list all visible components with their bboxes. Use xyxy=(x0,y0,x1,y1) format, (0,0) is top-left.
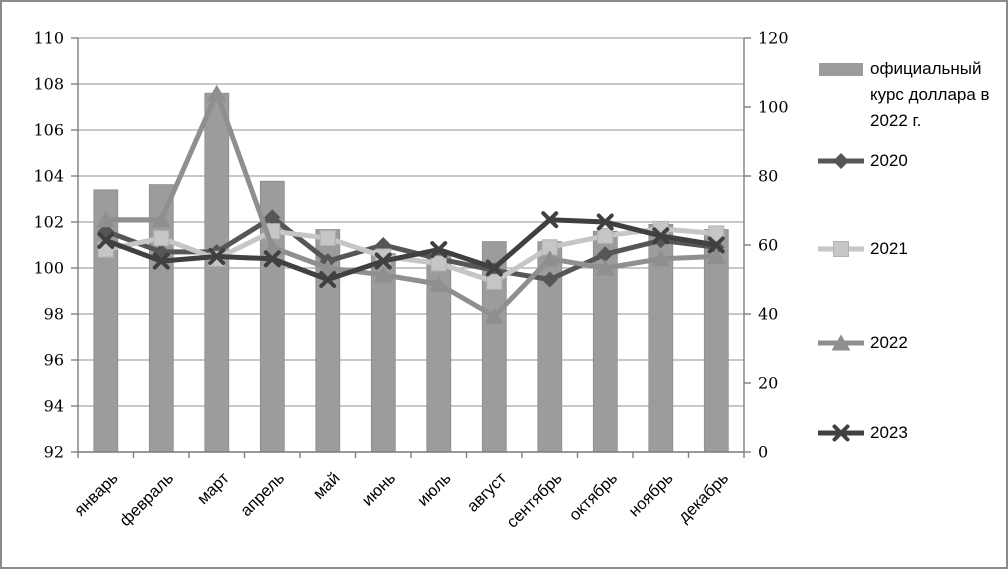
right-axis-tick-label: 60 xyxy=(758,236,778,255)
square-marker xyxy=(153,230,170,247)
right-axis-tick-label: 100 xyxy=(758,98,789,117)
month-label: апрель xyxy=(237,469,288,520)
left-axis-tick-label: 102 xyxy=(33,213,64,232)
x-marker xyxy=(652,227,670,245)
left-axis-ticks: 110 108 106 104 102 100 98 96 94 92 xyxy=(33,29,78,462)
x-marker xyxy=(430,241,448,259)
triangle-marker xyxy=(318,259,338,276)
x-marker xyxy=(374,252,392,270)
square-marker xyxy=(486,273,503,290)
month-label: октябрь xyxy=(566,469,621,524)
left-axis-tick-label: 104 xyxy=(33,167,64,186)
x-marker xyxy=(97,231,115,249)
month-label: ноябрь xyxy=(625,469,676,520)
triangle-marker xyxy=(96,211,116,228)
x-marker xyxy=(541,211,559,229)
x-marker xyxy=(152,252,170,270)
right-axis-tick-label: 80 xyxy=(758,167,778,186)
series-line xyxy=(103,90,719,319)
bar xyxy=(148,184,174,453)
square-marker xyxy=(708,225,725,242)
triangle-marker xyxy=(484,307,504,324)
month-label: январь xyxy=(71,469,122,520)
line-series-2023 xyxy=(97,211,725,288)
month-label: июль xyxy=(414,469,455,510)
triangle-marker xyxy=(540,250,560,267)
diamond-marker xyxy=(264,209,281,226)
month-label: март xyxy=(194,469,233,508)
x-marker xyxy=(707,236,725,254)
x-marker xyxy=(208,248,226,265)
bar-series-official-usd-rate-2022 xyxy=(93,92,729,453)
square-marker xyxy=(597,227,614,244)
month-label: декабрь xyxy=(675,469,732,526)
x-marker xyxy=(263,250,281,268)
left-axis-tick-label: 110 xyxy=(33,29,64,48)
triangle-marker xyxy=(651,250,671,267)
diamond-marker xyxy=(597,246,614,263)
right-axis-ticks: 120 100 80 60 40 20 0 xyxy=(744,29,789,462)
square-marker xyxy=(319,230,336,247)
left-axis-tick-label: 106 xyxy=(33,121,64,140)
triangle-marker xyxy=(207,84,227,101)
bar xyxy=(703,229,729,453)
month-label: сентябрь xyxy=(503,469,565,531)
diamond-marker xyxy=(541,271,558,288)
left-axis-tick-label: 92 xyxy=(44,443,64,462)
right-axis-tick-label: 120 xyxy=(758,29,789,48)
series-line xyxy=(103,217,719,282)
x-marker xyxy=(596,213,614,231)
triangle-marker xyxy=(151,211,171,228)
triangle-marker xyxy=(706,248,726,264)
x-marker xyxy=(319,271,337,288)
right-axis-tick-label: 0 xyxy=(758,443,768,462)
bar xyxy=(370,253,396,453)
line-series-2022 xyxy=(96,84,726,324)
triangle-marker xyxy=(595,259,615,276)
square-marker xyxy=(430,255,447,272)
x-marker xyxy=(485,259,503,277)
left-axis-tick-label: 108 xyxy=(33,75,64,94)
left-axis-tick-label: 94 xyxy=(44,397,64,416)
series-line xyxy=(103,214,719,282)
month-label: июнь xyxy=(359,469,400,510)
triangle-marker xyxy=(429,275,449,292)
right-axis-tick-label: 40 xyxy=(758,305,778,324)
month-label: май xyxy=(310,469,344,503)
bar xyxy=(204,92,230,453)
triangle-marker xyxy=(262,238,282,255)
triangle-marker xyxy=(373,266,393,283)
month-label: февраль xyxy=(116,469,177,530)
right-axis-tick-label: 20 xyxy=(758,374,778,393)
left-axis-tick-label: 100 xyxy=(33,259,64,278)
left-axis-tick-label: 96 xyxy=(44,351,64,370)
left-axis-tick-label: 98 xyxy=(44,305,64,324)
month-label: август xyxy=(464,469,511,516)
